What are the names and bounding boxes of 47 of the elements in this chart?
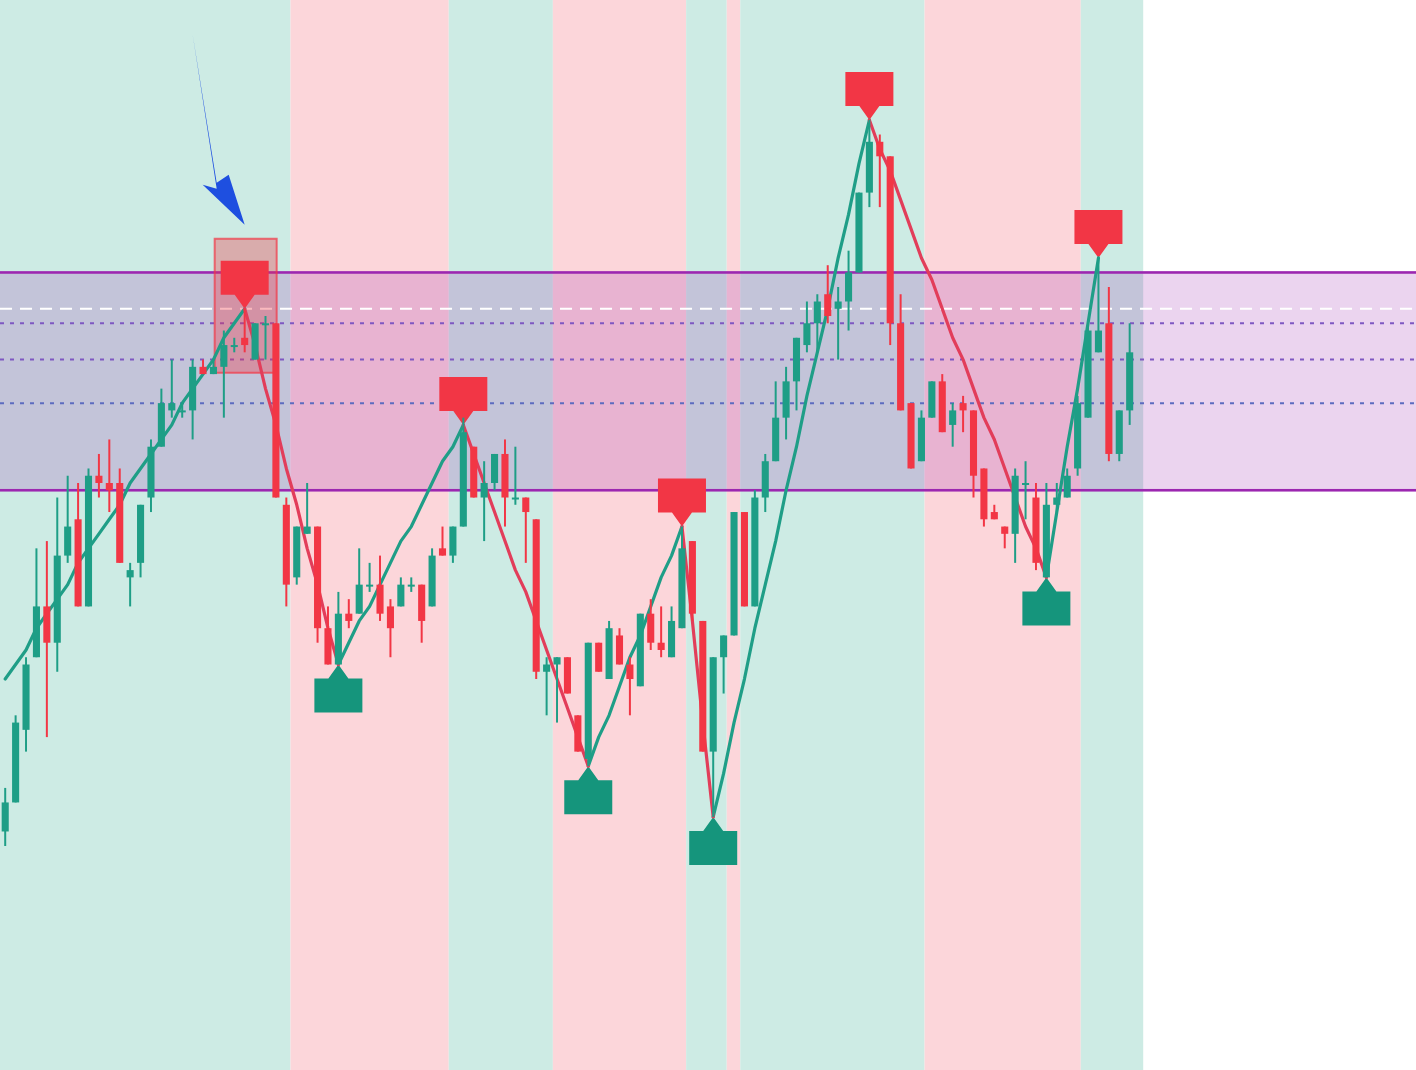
candlestick [43,540,51,739]
candlestick [491,452,499,492]
candlestick [876,133,884,209]
candlestick [928,380,936,419]
candlestick [917,409,925,463]
candlestick [1115,409,1123,463]
candlestick [1,786,9,847]
candlestick [397,576,405,608]
candlestick [345,598,353,630]
candlestick [522,496,530,564]
candlestick [615,627,624,666]
candlestick [824,264,832,325]
candlestick [1063,467,1071,499]
candlestick [511,445,519,506]
candlestick [303,482,311,535]
candlestick [626,656,634,717]
candlestick [220,329,228,419]
candlestick [126,561,134,608]
candlestick [761,452,769,514]
candlestick [1053,482,1061,514]
candlestick [834,285,842,361]
candlestick [418,583,426,644]
candlestick [563,656,571,695]
candlestick [813,293,821,354]
candlestick [647,598,655,651]
candlestick [189,358,197,441]
candlestick [574,714,582,753]
candlestick [543,656,551,717]
candlestick [178,402,186,419]
candlestick [407,576,415,593]
candlestick [949,402,957,448]
candlestick [772,380,780,463]
candlestick [595,641,603,673]
candlestick [95,452,103,499]
candlestick [241,307,249,354]
candlestick [959,394,967,434]
candlestick [449,525,457,564]
candlestick [782,365,790,441]
candlestick [845,249,853,332]
candlestick [501,438,509,528]
candlestick [720,634,728,695]
candlestick [64,474,72,564]
candlestick [438,525,447,557]
candlestick [324,605,332,666]
candlestick [480,460,488,543]
candlestick [657,605,665,659]
candlestick [553,656,561,724]
